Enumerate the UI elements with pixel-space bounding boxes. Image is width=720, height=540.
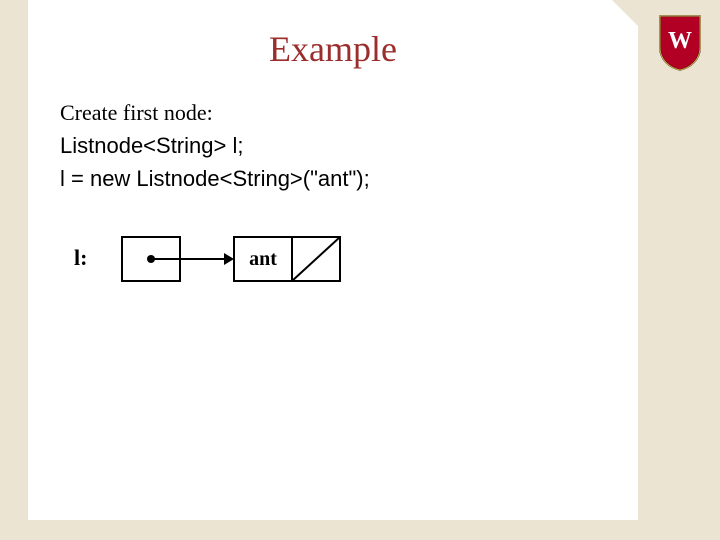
code-line-2: Listnode<String> l; [60,129,610,162]
code-line-1: Create first node: [60,96,610,129]
crest-letter: W [668,28,692,54]
value-text: ant [249,248,277,270]
corner-cut [612,0,638,26]
diagram-svg: l: ant [74,231,374,301]
slide-title: Example [56,28,610,70]
university-crest-icon: W [658,14,702,72]
slide-body: Create first node: Listnode<String> l; l… [60,96,610,195]
linked-list-diagram: l: ant [74,231,610,301]
code-line-3: l = new Listnode<String>("ant"); [60,162,610,195]
diagram-label: l: [74,245,87,270]
slide-card: Example Create first node: Listnode<Stri… [28,0,638,520]
pointer-arrow-head [224,253,234,265]
